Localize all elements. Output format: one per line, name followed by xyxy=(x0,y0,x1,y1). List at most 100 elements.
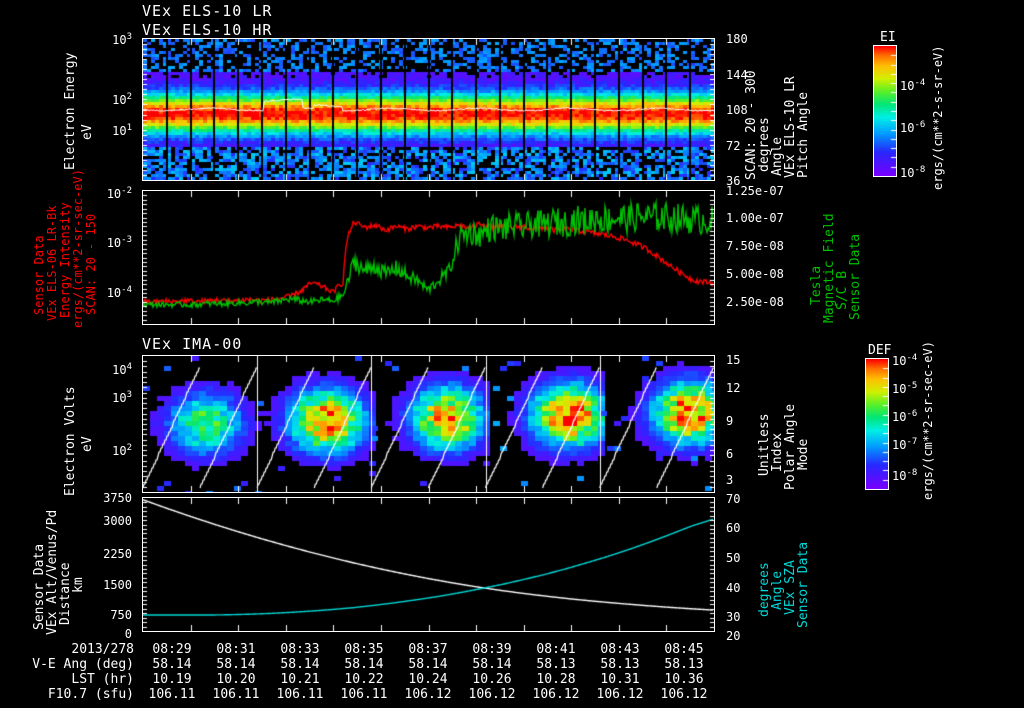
panel2-left-label-3: Energy Intensity xyxy=(58,202,72,318)
axis-tick-label: 1.00e-07 xyxy=(726,211,784,225)
table-cell: 58.13 xyxy=(536,657,576,672)
table-cell: 10.20 xyxy=(216,672,256,687)
panel1-right-label-3: Angle xyxy=(770,136,785,176)
table-cell: 08:41 xyxy=(536,642,576,657)
panel1-title-lr: VEx ELS-10 LR xyxy=(142,2,273,20)
panel1-left-axis-quantity: Electron Energy xyxy=(63,52,78,170)
axis-tick-label: 36 xyxy=(726,174,741,188)
table-cell: 58.14 xyxy=(408,657,448,672)
panel4-right-label-2: VEx SZA xyxy=(783,560,798,615)
panel3-colorbar xyxy=(865,358,889,490)
axis-tick-label: 180 xyxy=(726,32,748,46)
table-row: LST (hr) 10.19 10.20 10.21 10.22 10.24 10.26 10… xyxy=(8,672,716,687)
table-cell: 08:37 xyxy=(408,642,448,657)
table-cell: 08:35 xyxy=(344,642,384,657)
axis-tick-label: 3 xyxy=(726,473,734,487)
table-row-label: 2013/278 xyxy=(71,642,134,657)
axis-tick-label: 3000 xyxy=(103,514,132,528)
panel4-right-label-4: degrees xyxy=(757,562,772,617)
panel2-left-label-1: Sensor Data xyxy=(32,235,46,315)
table-cell: 10.21 xyxy=(280,672,320,687)
panel3-colorbar-title: DEF xyxy=(868,343,892,358)
table-cell: 10.26 xyxy=(472,672,512,687)
panel2-right-label-4: Tesla xyxy=(809,265,824,305)
panel1-colorbar-units: ergs/(cm**2-s-sr-eV) xyxy=(931,45,945,191)
axis-tick-label: 40 xyxy=(726,581,741,595)
panel1-colorbar xyxy=(873,45,897,177)
panel1-right-label-1: Pitch Angle xyxy=(796,91,811,178)
axis-tick-label: 144 xyxy=(726,68,748,82)
axis-tick-label: 108 xyxy=(726,103,748,117)
axis-tick-label: 10-8 xyxy=(892,468,918,483)
axis-tick-label: 5.00e-08 xyxy=(726,267,784,281)
axis-tick-label: 9 xyxy=(726,414,734,428)
table-cell: 10.22 xyxy=(344,672,384,687)
axis-tick-label: 102 xyxy=(112,443,132,458)
table-cell: 106.12 xyxy=(660,687,708,702)
axis-tick-label: 30 xyxy=(726,610,741,624)
panel3-right-label-4: Unitless xyxy=(757,413,772,476)
panel1-left-axis-units: eV xyxy=(80,124,95,140)
panel3-colorbar-units: ergs/(cm**2-sr-sec-eV) xyxy=(921,341,935,500)
axis-tick-label: 10-3 xyxy=(106,235,132,250)
table-cell: 08:33 xyxy=(280,642,320,657)
panel4-right-label-3: Angle xyxy=(770,570,785,610)
axis-tick-label: 0 xyxy=(124,627,132,641)
table-cell: 58.14 xyxy=(280,657,320,672)
table-cell: 58.14 xyxy=(472,657,512,672)
panel2-right-label-2: S/C B xyxy=(835,270,850,310)
panel1-plot-area[interactable] xyxy=(142,38,715,181)
panel1-left-axis-label: Electron Energy xyxy=(63,46,78,176)
panel3-left-axis-units: eV xyxy=(80,436,95,452)
axis-tick-label: 101 xyxy=(112,123,132,138)
table-row-label: V-E Ang (deg) xyxy=(32,657,134,672)
table-row: F10.7 (sfu) 106.11 106.11 106.11 106.11 106.1… xyxy=(8,687,716,702)
table-cell: 58.13 xyxy=(664,657,704,672)
table-cell: 08:31 xyxy=(216,642,256,657)
panel3-left-axis-label: Electron Volts xyxy=(63,386,78,496)
table-row: 2013/278 08:29 08:31 08:33 08:35 08:37 08:39 08… xyxy=(8,642,716,657)
axis-tick-label: 72 xyxy=(726,139,741,153)
panel2-right-label-3: Magnetic Field xyxy=(822,213,837,323)
table-row: V-E Ang (deg) 58.14 58.14 58.14 58.14 58.14 58… xyxy=(8,657,716,672)
panel2-plot-area[interactable] xyxy=(142,190,715,325)
table-cell: 106.11 xyxy=(212,687,260,702)
axis-tick-label: 10-4 xyxy=(892,353,918,368)
axis-tick-label: 10-6 xyxy=(900,120,926,135)
table-cell: 10.19 xyxy=(152,672,192,687)
axis-tick-label: 750 xyxy=(110,608,132,622)
panel2-left-label-4: ergs/(cm**2-sr-sec-eV) xyxy=(71,169,85,328)
axis-tick-label: 10-4 xyxy=(106,285,132,300)
axis-tick-label: 1.25e-07 xyxy=(726,184,784,198)
table-cell: 58.13 xyxy=(600,657,640,672)
table-cell: 58.14 xyxy=(344,657,384,672)
axis-tick-label: 7.50e-08 xyxy=(726,239,784,253)
table-cell: 58.14 xyxy=(216,657,256,672)
axis-tick-label: 10-8 xyxy=(900,165,926,180)
panel3-right-label-1: Mode xyxy=(796,438,811,470)
table-cell: 106.12 xyxy=(404,687,452,702)
table-cell: 10.36 xyxy=(664,672,704,687)
panel2-left-label-2: VEx ELS-06 LR-Bk xyxy=(45,205,59,321)
panel1-colorbar-title: EI xyxy=(880,30,896,45)
table-cell: 106.12 xyxy=(596,687,644,702)
axis-tick-label: 20 xyxy=(726,629,741,643)
panel4-plot-area[interactable] xyxy=(142,497,715,632)
table-cell: 106.11 xyxy=(340,687,388,702)
axis-tick-label: 10-4 xyxy=(900,78,926,93)
time-parameter-table: 2013/278 08:29 08:31 08:33 08:35 08:37 08:39 08… xyxy=(8,642,716,702)
table-cell: 10.28 xyxy=(536,672,576,687)
table-cell: 106.12 xyxy=(532,687,580,702)
axis-tick-label: 2250 xyxy=(103,547,132,561)
axis-tick-label: 15 xyxy=(726,353,741,367)
axis-tick-label: 70 xyxy=(726,492,741,506)
panel3-plot-area[interactable] xyxy=(142,355,715,493)
panel4-left-label-4: km xyxy=(71,577,86,593)
table-cell: 08:39 xyxy=(472,642,512,657)
table-cell: 08:45 xyxy=(664,642,704,657)
table-row-label: LST (hr) xyxy=(71,672,134,687)
panel2-left-label-5: SCAN: 20 - 150 xyxy=(84,213,98,315)
panel3-title: VEx IMA-00 xyxy=(142,335,243,353)
panel1-title-hr: VEx ELS-10 HR xyxy=(142,21,273,39)
table-cell: 106.12 xyxy=(468,687,516,702)
